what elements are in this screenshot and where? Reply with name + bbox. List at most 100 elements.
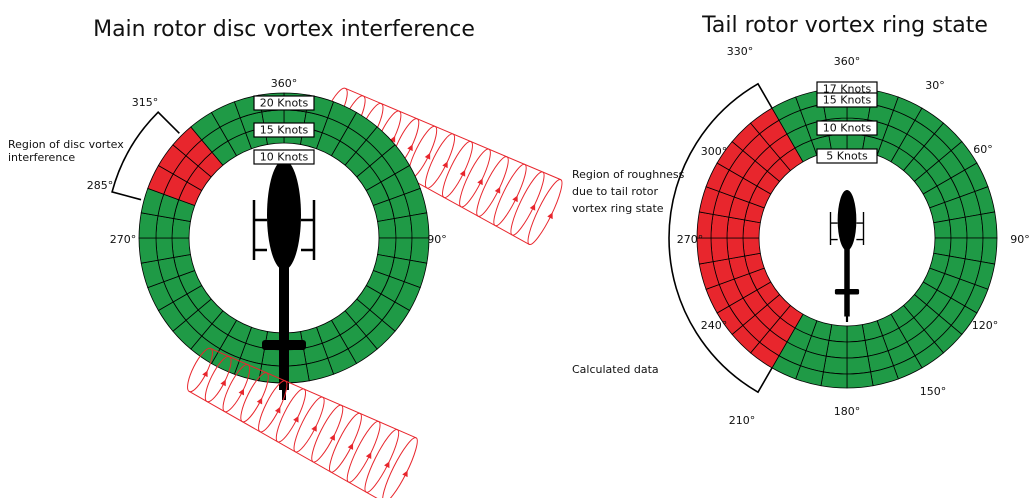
vortex-arrow — [384, 460, 392, 468]
speed-label: 20 Knots — [260, 97, 309, 110]
vortex-arrow — [330, 433, 338, 441]
vortex-ring — [489, 161, 531, 228]
region-note: due to tail rotor — [572, 185, 658, 198]
vortex-arrow — [547, 211, 555, 219]
angle-label: 285° — [87, 179, 114, 192]
disc-cell — [847, 356, 871, 374]
disc-cell — [711, 214, 729, 238]
speed-label: 15 Knots — [260, 124, 309, 137]
vortex-arrow — [202, 369, 210, 377]
angle-label: 300° — [701, 145, 728, 158]
angle-label: 90° — [427, 233, 447, 246]
disc-cell — [410, 238, 429, 263]
disc-cell — [823, 356, 847, 374]
disc-cell — [847, 340, 868, 358]
disc-cell — [172, 219, 190, 238]
vortex-arrow — [220, 378, 228, 386]
vortex-arrow — [311, 424, 319, 432]
region-note: vortex ring state — [572, 202, 664, 215]
angle-label: 210° — [729, 414, 756, 427]
disc-cell — [410, 213, 429, 238]
angle-label: 60° — [973, 143, 993, 156]
vortex-arrow — [512, 194, 520, 202]
angle-label: 315° — [132, 96, 159, 109]
disc-cell — [139, 238, 158, 263]
tail-boom — [844, 245, 850, 317]
disc-cell — [826, 340, 847, 358]
stabilizer — [835, 289, 859, 295]
vortex-arrow — [477, 177, 485, 185]
disc-cell — [727, 238, 745, 259]
vortex-ring — [378, 435, 423, 498]
angle-label: 240° — [701, 319, 728, 332]
disc-cell — [821, 372, 847, 388]
angle-label: 270° — [110, 233, 137, 246]
vortex-arrow — [407, 143, 415, 151]
disc-cell — [394, 238, 412, 260]
angle-label: 90° — [1010, 233, 1029, 246]
disc-cell — [965, 214, 983, 238]
angle-label: 330° — [727, 45, 754, 58]
speed-label: 10 Knots — [260, 151, 309, 164]
vortex-arrow — [402, 469, 410, 477]
disc-cell — [743, 238, 760, 256]
vortex-arrow — [460, 169, 468, 177]
disc-cell — [934, 220, 951, 238]
vortex-arrow — [366, 451, 374, 459]
vortex-arrow — [442, 160, 450, 168]
speed-label: 15 Knots — [823, 94, 872, 107]
angle-label: 120° — [972, 319, 999, 332]
disc-cell — [394, 216, 412, 238]
vortex-ring — [523, 177, 567, 248]
angle-label: 360° — [271, 77, 298, 90]
disc-cell — [981, 212, 997, 238]
disc-cell — [727, 217, 745, 238]
disc-cell — [172, 238, 190, 257]
helicopter — [831, 190, 864, 322]
disc-cell — [965, 238, 983, 262]
disc-cell — [156, 238, 174, 260]
right-title: Tail rotor vortex ring state — [701, 13, 988, 38]
vortex-arrow — [348, 442, 356, 450]
disc-cell — [981, 238, 997, 264]
region-note: interference — [8, 151, 75, 164]
stabilizer — [262, 340, 306, 350]
disc-cell — [847, 372, 873, 388]
vortex-arrow — [495, 186, 503, 194]
disc-cell — [139, 213, 158, 238]
vortex-ring — [289, 394, 329, 455]
diagram: Main rotor disc vortex interference Tail… — [0, 0, 1029, 498]
speed-label: 10 Knots — [823, 122, 872, 135]
tail-fin — [282, 375, 286, 400]
vortex-ring — [307, 402, 348, 465]
disc-cell — [949, 238, 967, 259]
disc-cell — [378, 219, 396, 238]
vortex-arrow — [425, 152, 433, 160]
angle-label: 30° — [925, 79, 945, 92]
disc-cell — [949, 217, 967, 238]
disc-cell — [847, 325, 865, 342]
vortex-arrow — [257, 396, 265, 404]
vortex-arrow — [293, 415, 301, 423]
disc-cell — [378, 238, 396, 257]
vortex-ring — [271, 386, 310, 445]
tail-fin — [846, 308, 848, 322]
tail-boom — [279, 260, 289, 390]
disc-cell — [156, 216, 174, 238]
vortex-ring — [506, 169, 549, 238]
fuselage — [267, 160, 301, 270]
speed-label: 5 Knots — [826, 150, 868, 163]
region-note: Region of disc vortex — [8, 138, 124, 151]
disc-cell — [711, 238, 729, 262]
angle-label: 270° — [677, 233, 704, 246]
angle-label: 360° — [834, 55, 861, 68]
fuselage — [838, 190, 857, 251]
angle-label: 180° — [834, 405, 861, 418]
angle-label: 150° — [920, 385, 947, 398]
vortex-arrow — [275, 405, 283, 413]
vortex-arrow — [530, 203, 538, 211]
vortex-arrow — [239, 387, 247, 395]
left-title: Main rotor disc vortex interference — [93, 17, 475, 42]
source-note: Calculated data — [572, 363, 659, 376]
region-note: Region of roughness — [572, 168, 685, 181]
